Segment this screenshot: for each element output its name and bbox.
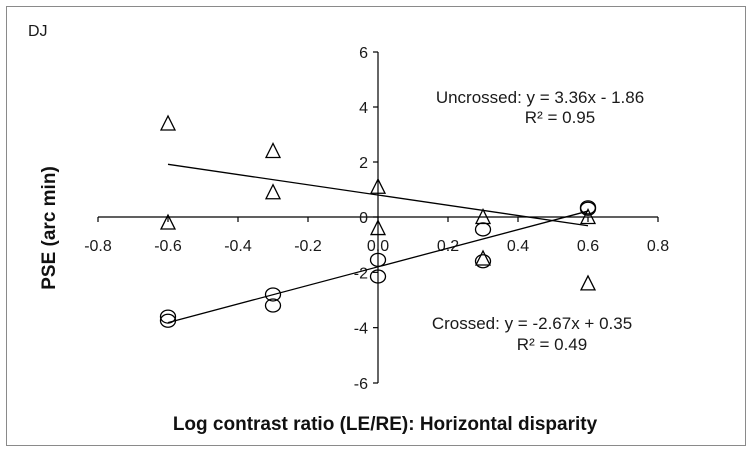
circle-marker	[369, 252, 387, 268]
triangle-marker	[579, 274, 597, 291]
circle-marker	[474, 254, 492, 269]
triangle-fit-line	[167, 163, 589, 227]
y-tick-label: -6	[354, 376, 368, 393]
circle-marker	[579, 201, 597, 216]
y-tick-label: -2	[354, 265, 368, 282]
y-axis-title: PSE (arc min)	[39, 166, 60, 290]
circle-marker	[264, 287, 282, 302]
triangle-marker	[579, 208, 597, 225]
x-tick-label: 0.8	[647, 238, 669, 255]
x-tick-label: 0.4	[507, 238, 529, 255]
triangle-marker	[474, 249, 492, 266]
crossed-r-squared: R² = 0.49	[517, 335, 587, 354]
circle-marker	[369, 269, 387, 284]
axes: -0.8 -0.6 -0.4 -0.2 0.0 0.2 0.4 0.6 0.8 -6 -4 -2 0 2 4…	[84, 45, 669, 393]
triangle-marker	[369, 177, 387, 194]
data-markers	[159, 114, 597, 328]
panel-label: DJ	[28, 23, 48, 40]
triangle-marker	[159, 213, 177, 230]
x-tick-label: 0.0	[367, 238, 389, 255]
crossed-equation: Crossed: y = -2.67x + 0.35	[432, 314, 632, 333]
y-tick-label: 0	[359, 210, 368, 227]
x-tick-label: 0.6	[577, 238, 599, 255]
chart-svg: DJ -0.8 -0.6 -0.4 -0.2 0.0 0.2 0.4 0.6 0.8 -6 -4 -2…	[28, 23, 669, 435]
x-tick-label: -0.6	[154, 238, 182, 255]
uncrossed-equation: Uncrossed: y = 3.36x - 1.86	[436, 88, 644, 107]
triangle-marker	[159, 114, 177, 131]
y-tick-label: 4	[359, 100, 368, 117]
circle-marker	[159, 309, 177, 324]
chart-frame: DJ -0.8 -0.6 -0.4 -0.2 0.0 0.2 0.4 0.6 0.8 -6 -4 -2…	[6, 6, 746, 446]
x-tick-label: -0.2	[294, 238, 322, 255]
triangle-marker	[264, 183, 282, 200]
x-tick-label: -0.4	[224, 238, 252, 255]
y-tick-label: 6	[359, 45, 368, 62]
y-tick-label: 2	[359, 155, 368, 172]
x-tick-label: 0.2	[437, 238, 459, 255]
y-tick-label: -4	[354, 321, 368, 338]
circle-marker	[159, 313, 177, 328]
triangle-marker	[264, 142, 282, 159]
x-axis-title: Log contrast ratio (LE/RE): Horizontal d…	[173, 414, 598, 435]
triangle-marker	[369, 219, 387, 236]
x-tick-label: -0.8	[84, 238, 112, 255]
uncrossed-r-squared: R² = 0.95	[525, 108, 595, 127]
circle-marker	[264, 298, 282, 313]
circle-marker	[474, 222, 492, 237]
